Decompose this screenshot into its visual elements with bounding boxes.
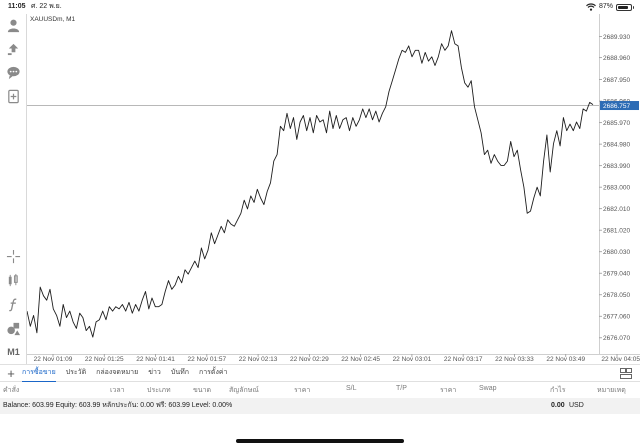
trade-table-header: คำสั่ง เวลา ประเภท ขนาด สัญลักษณ์ ราคา S… (0, 382, 640, 396)
y-tick-label: 2689.930 (603, 34, 630, 41)
trade-arrows-icon[interactable] (4, 39, 23, 58)
x-tick-label: 22 Nov 01:09 (34, 356, 73, 363)
layout-icon[interactable] (620, 368, 632, 379)
timeframe-button[interactable]: M1 (7, 346, 20, 357)
price-chart[interactable]: 2689.9302688.9602687.9502686.9602685.970… (27, 14, 640, 364)
tab-trade[interactable]: การซื้อขาย (22, 365, 56, 382)
y-tick-label: 2677.060 (603, 314, 630, 321)
tab-settings[interactable]: การตั้งค่า (198, 369, 228, 376)
y-tick-label: 2682.010 (603, 206, 630, 213)
x-tick-label: 22 Nov 01:25 (85, 356, 124, 363)
indicators-icon[interactable] (4, 271, 23, 290)
y-tick-label: 2683.990 (603, 163, 630, 170)
add-document-icon[interactable] (4, 87, 23, 106)
balance-row: Balance: 603.99 Equity: 603.99 หลักประกั… (0, 398, 640, 414)
x-tick-label: 22 Nov 03:17 (444, 356, 483, 363)
y-tick-label: 2681.020 (603, 228, 630, 235)
total-profit: 0.00 (551, 402, 565, 409)
tab-news[interactable]: ข่าว (148, 369, 161, 376)
chart-symbol-label: XAUUSDm, M1 (30, 16, 76, 23)
function-icon[interactable] (4, 295, 23, 314)
col-current-price: ราคา (440, 387, 457, 394)
x-tick-label: 22 Nov 03:49 (546, 356, 585, 363)
tab-history[interactable]: ประวัติ (65, 369, 87, 376)
y-tick-label: 2685.970 (603, 120, 630, 127)
col-comment: หมายเหตุ (597, 387, 626, 394)
y-tick-label: 2688.960 (603, 55, 630, 62)
x-tick-label: 22 Nov 01:41 (136, 356, 175, 363)
tab-journal[interactable]: บันทึก (170, 369, 189, 376)
price-series-line (27, 30, 594, 338)
current-price-tag (600, 101, 639, 111)
col-volume: ขนาด (193, 387, 212, 394)
tab-mailbox[interactable]: กล่องจดหมาย (96, 369, 139, 376)
y-tick-label: 2683.000 (603, 184, 630, 191)
y-tick-label: 2676.070 (603, 335, 630, 342)
x-tick-label: 22 Nov 02:29 (290, 356, 329, 363)
chart-canvas: 2689.9302688.9602687.9502686.9602685.970… (27, 14, 640, 363)
col-tp: T/P (396, 385, 407, 392)
objects-shapes-icon[interactable] (4, 319, 23, 338)
battery-percent: 87% (598, 3, 613, 10)
current-price-label: 2686.757 (603, 103, 630, 110)
home-indicator[interactable] (236, 439, 404, 443)
terminal-tabs: + การซื้อขาย ประวัติ กล่องจดหมาย ข่าว บั… (0, 364, 640, 382)
plus-icon[interactable]: + (7, 365, 15, 381)
y-tick-label: 2679.040 (603, 271, 630, 278)
account-person-icon[interactable] (4, 16, 23, 35)
x-tick-label: 22 Nov 03:33 (495, 356, 534, 363)
status-date: ศ. 22 พ.ย. (31, 3, 62, 10)
col-sl: S/L (346, 385, 357, 392)
account-summary: Balance: 603.99 Equity: 603.99 หลักประกั… (3, 402, 233, 409)
crosshair-icon[interactable] (4, 247, 23, 266)
chart-toolbar: M1 (0, 14, 27, 364)
wifi-icon (586, 3, 596, 11)
col-time: เวลา (110, 387, 125, 394)
x-tick-label: 22 Nov 02:13 (239, 356, 278, 363)
col-price: ราคา (294, 387, 311, 394)
battery-icon (616, 3, 634, 11)
status-right: 87% (586, 0, 634, 14)
x-tick-label: 22 Nov 01:57 (187, 356, 226, 363)
col-type: ประเภท (147, 387, 171, 394)
x-tick-label: 22 Nov 04:05 (601, 356, 640, 363)
y-tick-label: 2680.030 (603, 249, 630, 256)
status-time: 11:05 (8, 3, 26, 10)
col-profit: กำไร (550, 387, 566, 394)
y-tick-label: 2678.050 (603, 292, 630, 299)
col-swap: Swap (479, 385, 497, 392)
col-symbol: สัญลักษณ์ (229, 387, 259, 394)
status-bar: 11:05 ศ. 22 พ.ย. 87% (0, 0, 640, 14)
x-tick-label: 22 Nov 02:45 (341, 356, 380, 363)
profit-currency: USD (569, 402, 584, 409)
y-tick-label: 2687.950 (603, 77, 630, 84)
chat-icon[interactable] (4, 63, 23, 82)
x-tick-label: 22 Nov 03:01 (393, 356, 432, 363)
y-tick-label: 2684.980 (603, 141, 630, 148)
col-order: คำสั่ง (3, 387, 20, 394)
